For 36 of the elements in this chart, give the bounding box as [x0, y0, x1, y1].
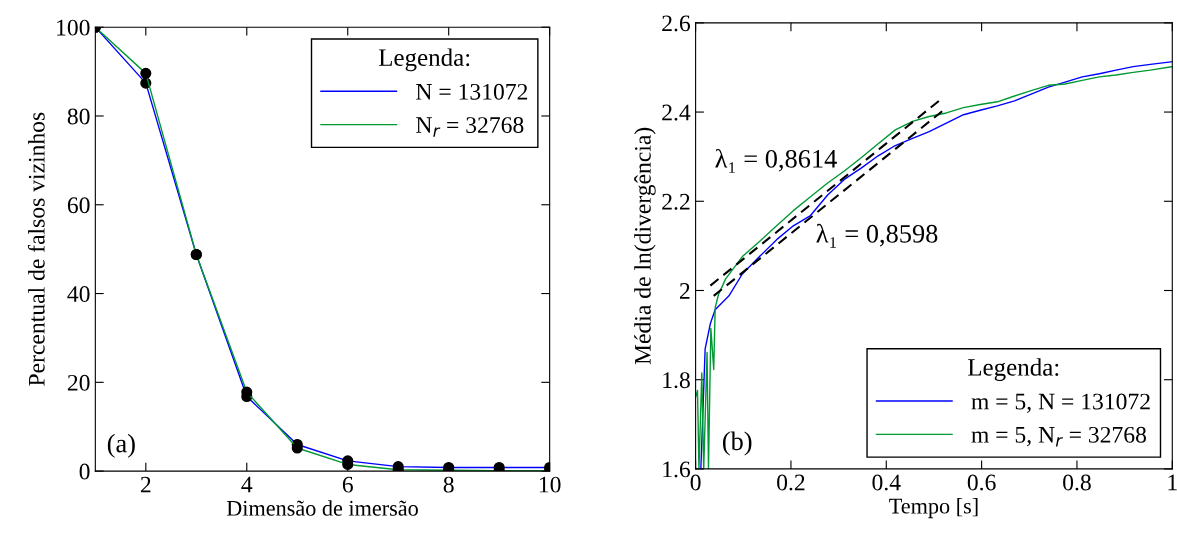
annotation: λ₁ = 0,8614: [715, 148, 837, 173]
legend-label: m = 5, N = 131072: [971, 393, 1150, 413]
x-tick-label: 0.6: [967, 474, 996, 491]
y-tick-label: 100: [57, 19, 90, 36]
y-axis-title: Percentual de falsos vizinhos: [27, 112, 45, 386]
legend-title: Legenda:: [967, 358, 1059, 381]
x-tick-label: 6: [342, 476, 353, 493]
legend-label: m = 5, N$_{r}$ = 32768: [971, 426, 1147, 447]
annotation: λ₁ = 0,8598: [816, 223, 938, 248]
x-axis-title: Tempo [s]: [889, 497, 978, 519]
annotation: (b): [722, 431, 752, 456]
y-tick-label: 0: [79, 463, 90, 480]
x-tick-label: 4: [241, 476, 253, 493]
x-tick-label: 1: [1168, 474, 1177, 491]
y-tick-label: 2.6: [662, 15, 691, 32]
y-tick-label: 2.2: [662, 193, 690, 210]
x-tick-label: 0.8: [1063, 474, 1091, 491]
legend-title: Legenda:: [378, 48, 470, 72]
x-tick-label: 0.2: [777, 474, 805, 491]
x-axis-title: Dimensão de imersão: [226, 500, 418, 516]
x-tick-label: 2: [140, 476, 151, 493]
y-tick-label: 80: [67, 108, 90, 125]
y-axis-title: Média de ln(divergência): [634, 127, 656, 365]
legend-label: N = 131072: [416, 83, 528, 100]
y-tick-label: 1.6: [663, 461, 691, 478]
x-tick-label: 8: [443, 476, 454, 493]
y-tick-label: 40: [67, 286, 90, 302]
x-tick-label: 0.4: [872, 474, 901, 491]
y-tick-label: 20: [67, 374, 90, 391]
y-tick-label: 60: [67, 197, 90, 214]
annotation: (a): [107, 433, 135, 458]
legend-label: N$_{r}$ = 32768: [416, 117, 524, 137]
y-tick-label: 2: [679, 283, 690, 299]
y-tick-label: 2.4: [662, 104, 691, 121]
y-tick-label: 1.8: [663, 372, 690, 389]
x-tick-label: 10: [539, 476, 561, 493]
